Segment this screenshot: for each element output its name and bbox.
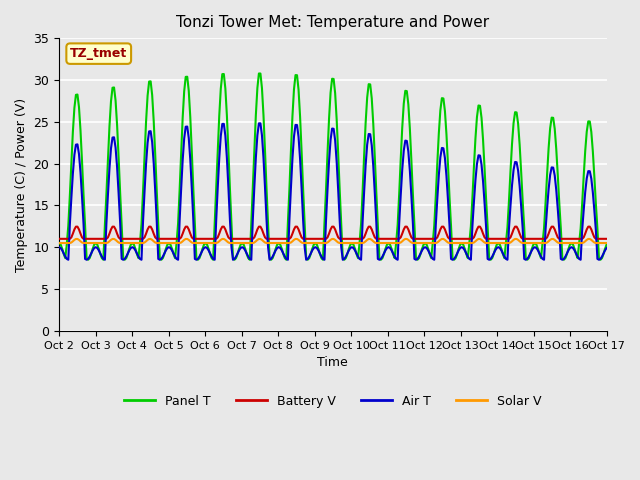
Battery V [55,236,63,242]
Air T [603,245,611,251]
Panel T [575,240,583,246]
Panel T [255,71,263,76]
Battery V [365,224,372,229]
Panel T [220,71,228,77]
Air T [65,257,72,263]
Solar V [55,240,63,246]
Title: Tonzi Tower Met: Temperature and Power: Tonzi Tower Met: Temperature and Power [176,15,490,30]
Battery V [218,224,226,229]
Air T [220,121,228,127]
Air T [124,251,132,256]
Panel T [238,240,246,246]
Panel T [55,240,63,246]
Battery V [603,236,611,242]
Battery V [294,227,302,232]
Solar V [145,236,153,242]
Line: Solar V: Solar V [59,239,607,243]
X-axis label: Time: Time [317,356,348,369]
Air T [255,120,263,126]
Line: Panel T: Panel T [59,73,607,260]
Air T [238,244,246,250]
Line: Air T: Air T [59,123,607,260]
Solar V [296,239,304,244]
Solar V [122,240,130,246]
Panel T [84,257,92,263]
Y-axis label: Temperature (C) / Power (V): Temperature (C) / Power (V) [15,97,28,272]
Panel T [124,251,132,257]
Air T [55,244,63,250]
Air T [575,256,583,262]
Panel T [298,149,305,155]
Air T [298,185,305,191]
Panel T [603,242,611,248]
Battery V [573,236,581,242]
Solar V [238,240,246,246]
Air T [248,257,255,263]
Solar V [603,240,611,246]
Text: TZ_tmet: TZ_tmet [70,47,127,60]
Battery V [237,236,244,242]
Solar V [220,236,228,242]
Solar V [248,240,255,246]
Battery V [122,236,130,242]
Legend: Panel T, Battery V, Air T, Solar V: Panel T, Battery V, Air T, Solar V [119,390,547,413]
Line: Battery V: Battery V [59,227,607,239]
Solar V [573,240,581,246]
Panel T [248,220,255,226]
Battery V [246,236,253,242]
